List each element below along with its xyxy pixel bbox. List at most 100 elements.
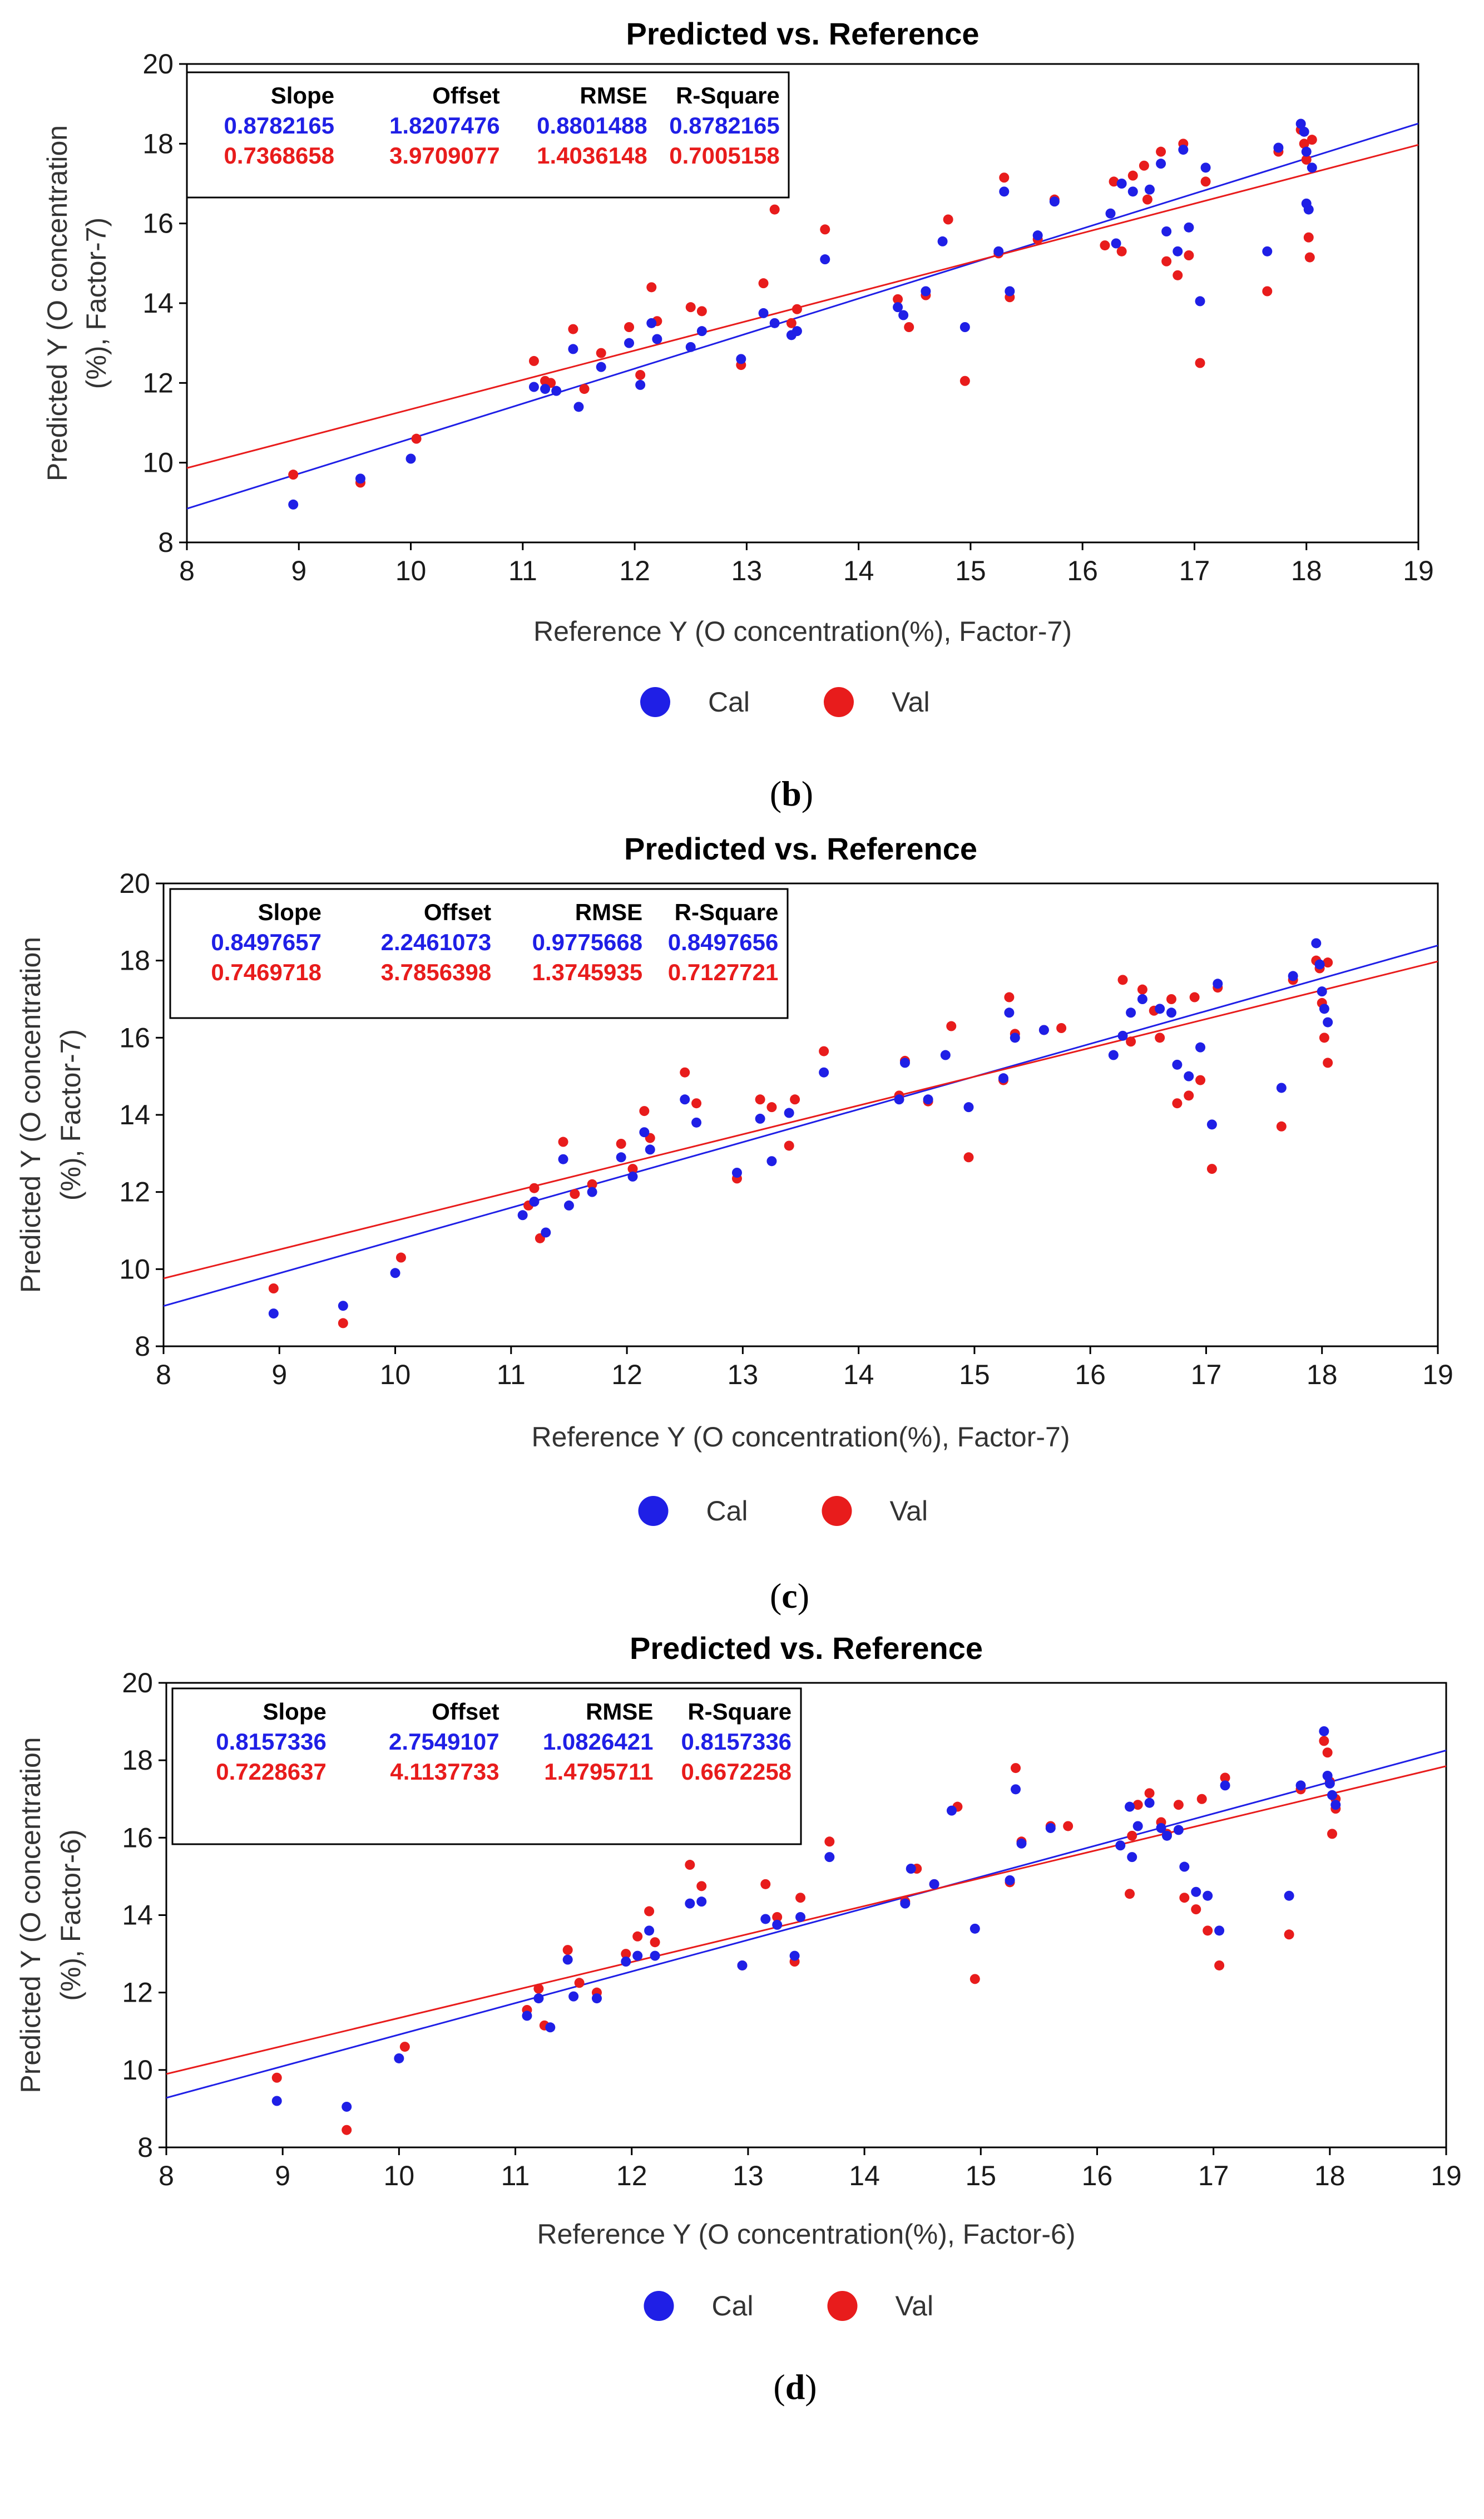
y-tick-label: 8 [135,1331,150,1362]
data-point-cal [528,382,539,392]
data-point-cal [1195,1042,1206,1053]
data-point-val [1191,1904,1201,1915]
chart-panel-c: Predicted vs. Reference 8 9 10 11 12 13 14 15 16 1… [15,831,1453,1616]
data-point-cal [691,1117,702,1128]
y-tick-label: 10 [142,447,174,478]
data-point-cal [1311,938,1322,949]
y-tick-label: 12 [122,1977,153,2008]
y-tick-label: 10 [119,1253,150,1285]
data-point-cal [819,1067,829,1078]
stats-header: Offset [432,1698,499,1725]
data-point-val [824,1836,835,1847]
stats-value-val: 0.7127721 [668,959,779,985]
data-point-cal [568,344,578,354]
legend-label-cal: Cal [708,686,750,718]
scatter-points [271,1726,1341,2135]
data-point-cal [1173,246,1183,256]
data-point-cal [1295,1780,1306,1791]
data-point-cal [1179,1861,1190,1872]
data-point-val [288,470,299,480]
x-axis-label: Reference Y (O concentration(%), Factor-… [537,2219,1076,2250]
data-point-val [562,1945,573,1955]
data-point-val [696,1881,707,1891]
data-point-cal [1005,286,1015,297]
fit-lines [166,1750,1446,2099]
data-point-val [1284,1929,1294,1940]
data-point-cal [342,2101,352,2112]
data-point-val [568,324,578,334]
data-point-val [1125,1889,1135,1899]
y-tick-label: 14 [122,1900,153,1931]
data-point-val [696,306,707,317]
data-point-cal [551,386,562,396]
data-point-val [1179,1893,1190,1903]
data-point-cal [1010,1033,1020,1043]
data-point-val [1200,176,1211,187]
stats-header: Slope [271,82,334,108]
legend-marker-cal [640,687,670,717]
data-point-cal [1005,1875,1015,1885]
data-point-val [596,348,606,358]
data-point-cal [963,1102,974,1113]
data-point-cal [1262,246,1273,256]
x-tick-label: 18 [1291,555,1322,586]
data-point-cal [1116,179,1127,189]
x-tick-label: 14 [849,2160,880,2191]
data-point-val [969,1974,980,1984]
data-point-val [904,322,914,332]
x-tick-label: 12 [619,555,650,586]
x-tick-label: 8 [179,555,195,586]
data-point-cal [563,1200,574,1211]
caption-letter: c [781,1576,797,1616]
stats-value-cal: 0.8497656 [668,929,779,955]
stats-header: R-Square [676,82,780,108]
data-point-val [624,322,635,332]
x-axis-label: Reference Y (O concentration(%), Factor-… [533,616,1072,647]
caption-letter: d [785,2367,805,2407]
data-point-val [646,282,657,293]
y-axis-label: (%), Factor-7) [55,1029,86,1201]
data-point-cal [921,286,931,297]
data-point-val [342,2125,352,2135]
chart-panel-d: Predicted vs. Reference 8 9 10 11 12 13 14 15 16 1… [15,1631,1462,2407]
x-tick-label: 11 [501,2160,530,2191]
data-point-cal [591,1993,602,2004]
data-point-val [784,1140,794,1151]
stats-header: RMSE [580,82,647,108]
data-point-cal [1132,1821,1143,1831]
data-point-cal [587,1187,597,1197]
data-point-cal [1166,1007,1176,1018]
data-point-cal [1214,1925,1225,1936]
data-point-cal [639,1127,650,1138]
data-point-val [755,1094,765,1105]
data-point-cal [1115,1840,1126,1851]
legend-marker-val [827,2291,858,2321]
data-point-cal [1127,1852,1137,1863]
stats-value-val: 0.7469718 [211,959,321,985]
data-point-cal [568,1991,579,2002]
stats-header: RMSE [575,899,642,925]
x-tick-label: 9 [275,2160,290,2191]
data-point-cal [1273,142,1284,153]
data-point-val [963,1152,974,1163]
fit-lines [164,945,1438,1307]
data-point-val [691,1098,702,1109]
data-point-cal [1161,226,1172,236]
x-tick-label: 13 [728,1359,759,1390]
data-point-val [1262,286,1273,297]
scatter-points [268,938,1333,1328]
data-point-cal [731,1168,742,1178]
data-point-cal [405,453,416,464]
data-point-val [574,1978,585,1988]
data-point-cal [1049,196,1060,207]
caption-letter: b [781,774,802,813]
data-point-val [760,1879,771,1889]
data-point-val [999,172,1010,183]
legend: Cal Val [640,686,930,718]
legend-marker-val [822,1496,852,1526]
data-point-cal [758,308,769,318]
stats-value-val: 4.1137733 [390,1759,499,1785]
data-point-cal [652,334,662,344]
stats-header: R-Square [687,1698,792,1725]
data-point-val [558,1137,568,1147]
